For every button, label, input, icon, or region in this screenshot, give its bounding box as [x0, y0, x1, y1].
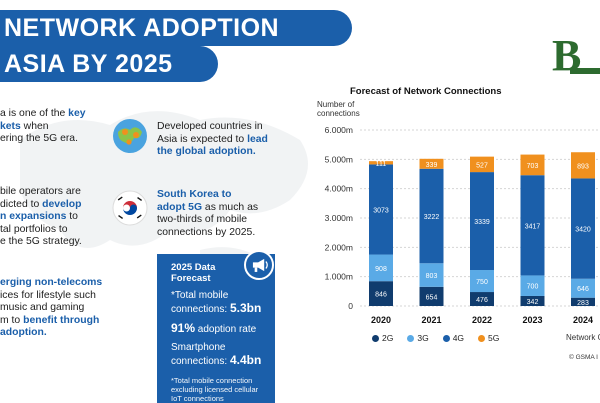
bar-segment [369, 164, 393, 255]
legend-swatch [407, 335, 415, 343]
legend-item: 2G [372, 333, 393, 343]
title-line-1: NETWORK ADOPTION [0, 10, 352, 46]
data-label: 283 [577, 300, 589, 307]
chart-y-axis-label: Number of connections [317, 100, 360, 118]
network-connections-chart: 0 1.000m 2.000m 3.000m 4.000m 5.000m 6.000m 846… [325, 125, 600, 325]
data-label: 527 [476, 162, 488, 169]
data-label: 654 [426, 294, 438, 301]
y-tick-label: 6.000m [325, 125, 353, 135]
south-korea-flag-icon [112, 190, 148, 226]
bar-segment [369, 254, 393, 282]
data-label: 3339 [474, 219, 490, 226]
x-tick-label: 2024 [573, 315, 593, 325]
forecast-adoption-rate: 91% adoption rate [171, 321, 257, 335]
y-tick-label: 3.000m [325, 213, 353, 223]
bar-segment [571, 152, 595, 179]
bar-segment [520, 175, 545, 276]
middle-item-1: Developed countries in Asia is expected … [157, 121, 268, 157]
bar-segment [419, 168, 444, 264]
bar-segment [470, 172, 494, 271]
chart-legend: 2G 3G 4G 5G [372, 333, 513, 343]
legend-label: 4G [452, 333, 465, 343]
legend-item: 3G [407, 333, 429, 343]
bar-segment [419, 286, 444, 306]
left-block-3: erging non-telecoms ices for lifestyle s… [0, 277, 103, 338]
forecast-smartphone-connections: Smartphone connections: 4.4bn [171, 342, 262, 367]
x-tick-label: 2022 [472, 315, 492, 325]
legend-swatch [372, 335, 379, 343]
y-tick-label: 4.000m [325, 184, 353, 194]
bar-segment [571, 278, 595, 298]
left-block-2: bile operators are dicted to develop n e… [0, 186, 82, 247]
bar-segment [419, 263, 444, 287]
data-label: 339 [426, 162, 438, 169]
bar-segment [470, 292, 494, 306]
data-label: 3417 [525, 223, 541, 230]
chart-x-axis-label: Network C [566, 333, 600, 342]
data-label: 476 [476, 297, 488, 304]
data-label: 908 [375, 266, 387, 273]
data-label: 3073 [373, 207, 389, 214]
legend-label: 5G [488, 333, 500, 343]
bar-segment [571, 297, 595, 306]
data-label: 3222 [424, 214, 440, 221]
bar-segment [470, 156, 494, 173]
data-label: 750 [476, 279, 488, 286]
forecast-total-connections: *Total mobile connections: 5.3bn [171, 290, 262, 315]
chart-title: Forecast of Network Connections [350, 86, 502, 97]
y-tick-label: 0 [348, 301, 353, 311]
x-tick-label: 2021 [421, 315, 441, 325]
brand-mark: B [552, 31, 600, 80]
bar-segment [470, 270, 494, 293]
data-label: 111 [376, 161, 387, 168]
globe-pins-icon [113, 119, 147, 153]
x-tick-label: 2020 [371, 315, 391, 325]
data-label: 3420 [575, 227, 591, 234]
title-line-2: ASIA BY 2025 [0, 46, 218, 82]
legend-swatch [442, 335, 450, 343]
data-label: 700 [527, 284, 539, 291]
x-tick-label: 2023 [522, 315, 542, 325]
megaphone-icon [244, 250, 274, 280]
forecast-footnote: *Total mobile connection excluding licen… [171, 376, 259, 403]
y-tick-label: 1.000m [325, 272, 353, 282]
bar-segment [369, 161, 393, 165]
data-label: 893 [577, 163, 589, 170]
brand-logo: B [530, 24, 600, 84]
data-label: 846 [375, 292, 387, 299]
legend-item: 5G [478, 333, 499, 343]
data-label: 803 [426, 273, 438, 280]
legend-swatch [478, 335, 486, 343]
legend-label: 2G [382, 333, 394, 343]
bar-segment [571, 178, 595, 279]
bar-segment [369, 281, 393, 306]
data-label: 703 [527, 163, 539, 170]
left-block-1: a is one of the key kets when ering the … [0, 108, 86, 144]
bar-segment [520, 295, 545, 306]
middle-item-2: South Korea to adopt 5G as much as two-t… [157, 189, 259, 238]
y-tick-label: 5.000m [325, 154, 353, 164]
legend-item: 4G [442, 333, 465, 343]
data-label: 646 [577, 286, 589, 293]
bar-segment [520, 154, 545, 176]
legend-label: 3G [417, 333, 429, 343]
bar-segment [520, 275, 545, 296]
chart-source: © GSMA I [569, 354, 598, 361]
data-label: 342 [527, 299, 539, 306]
y-tick-label: 2.000m [325, 242, 353, 252]
forecast-title: 2025 Data Forecast [171, 262, 216, 284]
bar-segment [419, 158, 444, 169]
